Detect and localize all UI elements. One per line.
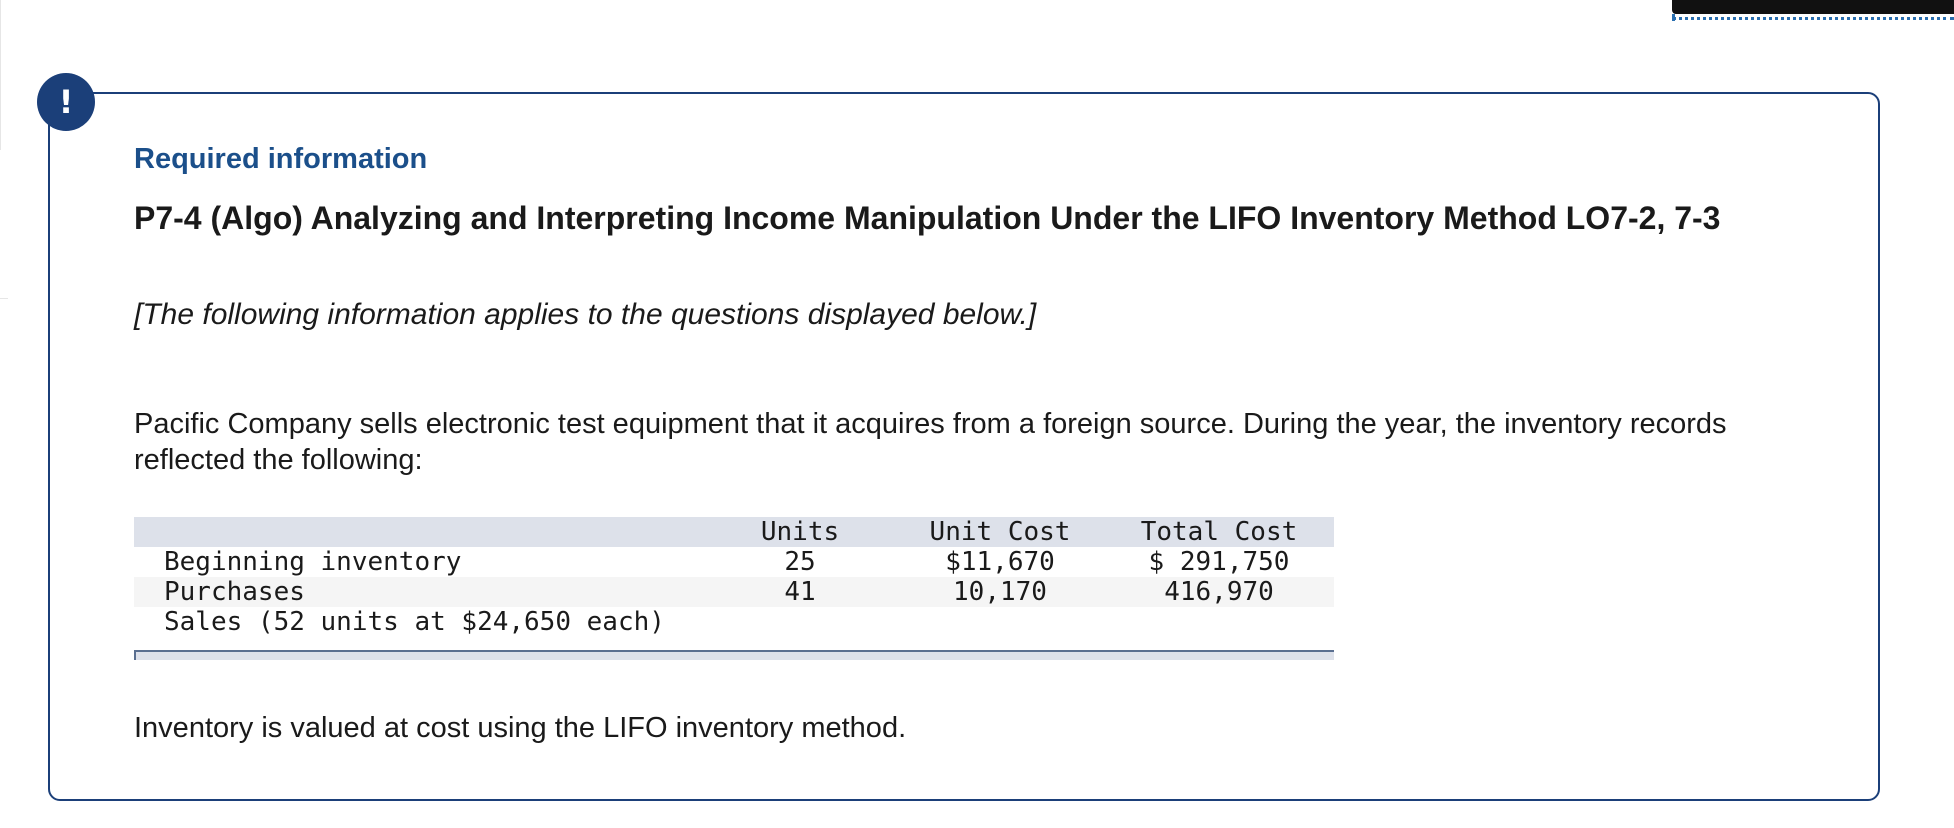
- problem-title: P7-4 (Algo) Analyzing and Interpreting I…: [134, 200, 1721, 236]
- left-divider: [0, 0, 1, 150]
- row-label: Purchases: [164, 577, 305, 607]
- row-label: Sales (52 units at $24,650 each): [164, 607, 665, 637]
- table-row: Beginning inventory 25 $11,670 $ 291,750: [134, 547, 1334, 577]
- row-label: Beginning inventory: [164, 547, 462, 577]
- table-footer-rule: [134, 650, 1334, 660]
- row-units: 25: [784, 547, 816, 577]
- units-header: Units: [760, 517, 840, 547]
- row-total-cost: $ 291,750: [1148, 547, 1290, 577]
- table-row: Purchases 41 10,170 416,970: [134, 577, 1334, 607]
- top-toolbar-strip: [1672, 0, 1954, 14]
- unit-cost-header: Unit Cost: [929, 517, 1071, 547]
- table-row: Sales (52 units at $24,650 each): [134, 607, 1334, 637]
- instruction-text: [The following information applies to th…: [134, 298, 1037, 331]
- closing-note: Inventory is valued at cost using the LI…: [134, 712, 907, 744]
- left-divider-tick: [0, 298, 8, 299]
- row-total-cost: 416,970: [1164, 577, 1274, 607]
- inventory-table: Units Unit Cost Total Cost Beginning inv…: [134, 517, 1334, 637]
- required-information-heading: Required information: [134, 143, 428, 175]
- row-unit-cost: $11,670: [945, 547, 1055, 577]
- table-header-row: Units Unit Cost Total Cost: [134, 517, 1334, 547]
- exclamation-icon: !: [37, 73, 95, 131]
- required-information-card: [48, 92, 1880, 801]
- total-cost-header: Total Cost: [1140, 517, 1298, 547]
- row-units: 41: [784, 577, 816, 607]
- focus-outline: [1672, 14, 1954, 20]
- row-unit-cost: 10,170: [953, 577, 1047, 607]
- problem-description: Pacific Company sells electronic test eq…: [134, 408, 1727, 476]
